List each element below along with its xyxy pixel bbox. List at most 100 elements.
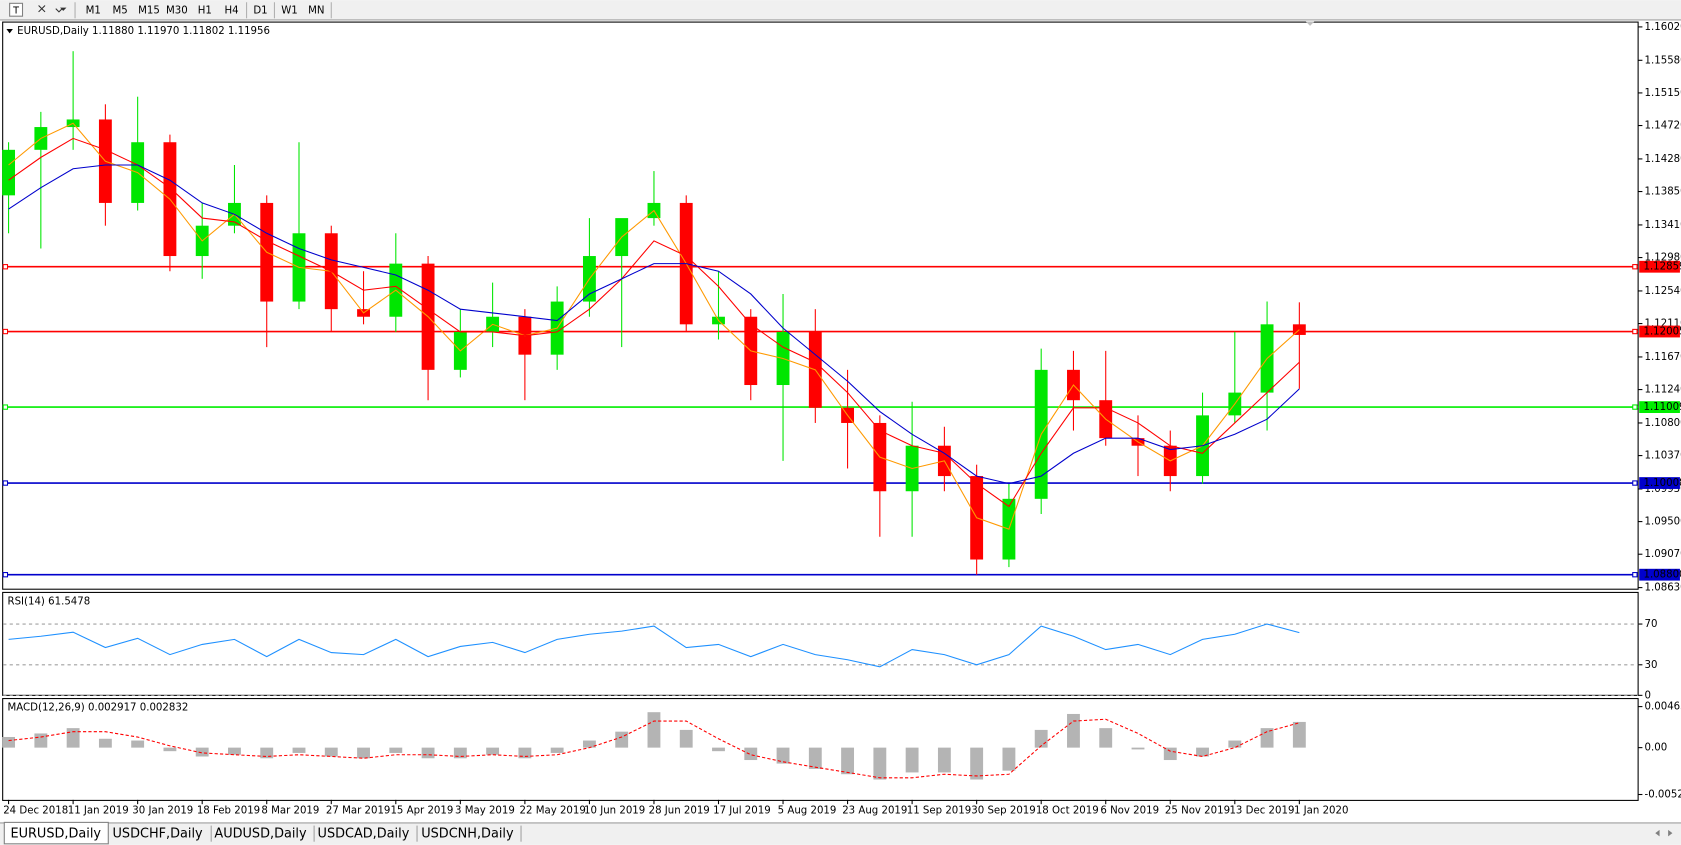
macd-histogram-bar [744,747,758,761]
toolbar [0,0,1681,21]
candle-body [1292,324,1306,335]
y-tick-label: 1.11670 [1645,352,1681,363]
symbol-tab[interactable]: USDCAD,Daily [318,827,410,842]
level-price-label: 1.10008 [1643,478,1681,489]
title-arrow [6,29,13,34]
macd-histogram-bar [582,740,596,748]
macd-histogram-bar [1163,747,1177,761]
plots: EURUSD,Daily 1.11880 1.11970 1.11802 1.1… [2,22,1681,817]
moving-average [8,122,1300,530]
y-tick-label: 1.13850 [1645,187,1681,198]
timeframe-button[interactable]: W1 [281,5,298,16]
level-handle[interactable] [2,480,9,486]
timeframe-button[interactable]: H4 [225,5,239,16]
level-handle[interactable] [1632,572,1638,578]
timeframe-button[interactable]: M30 [166,5,188,16]
macd-histogram-bar [260,747,274,759]
text-tool-icon: T [12,5,19,16]
level-handle[interactable] [1632,480,1638,486]
level-handle[interactable] [1632,328,1638,335]
timeframe-button[interactable]: D1 [253,5,267,16]
indicator-title: RSI(14) 61.5478 [8,597,91,608]
x-tick-label: 27 Mar 2019 [326,806,391,817]
macd-histogram-bar [518,747,532,759]
macd-histogram-bar [841,747,855,775]
level-price-box [1639,477,1680,489]
timeframe-button[interactable]: M1 [86,5,101,16]
level-handle[interactable] [2,404,9,410]
macd-histogram-bar [228,747,241,755]
y-tick-label: 1.12110 [1645,319,1681,330]
y-tick-label: 70 [1645,619,1658,630]
macd-histogram-bar [66,728,80,748]
macd-histogram-bar [131,740,145,748]
level-handle[interactable] [2,572,9,578]
level-price-label: 1.11009 [1643,402,1681,413]
macd-histogram-bar [421,747,435,759]
tab-bar [0,822,1681,845]
y-tick-label: 1.12980 [1645,253,1681,264]
level-handle[interactable] [1632,404,1638,410]
macd-histogram-bar [679,729,693,748]
macd-histogram-bar [970,747,984,780]
level-handle[interactable] [2,328,9,335]
macd-histogram-bar [1067,713,1080,748]
y-tick-label: 0.00 [1645,743,1668,754]
macd-histogram-bar [1131,747,1145,750]
y-tick-label: 1.10370 [1645,451,1681,462]
macd-histogram-bar [1260,728,1274,748]
timeframe-buttons: M1 M5 M15 M30 H1 H4 D1 W1 MN [86,5,325,16]
x-tick-label: 11 Sep 2019 [907,806,971,817]
symbol-tab[interactable]: AUDUSD,Daily [214,827,307,842]
y-tick-label: 1.13410 [1645,220,1681,231]
macd-histogram-bar [937,747,951,773]
shapes-tool[interactable] [38,5,63,13]
macd-histogram-bar [1002,747,1016,771]
macd-histogram-bar [776,747,790,764]
active-tab[interactable] [3,821,109,845]
tab-scroll[interactable] [1655,829,1673,837]
dropdown-arrow[interactable] [60,7,67,11]
macd-histogram-bar [808,747,822,769]
y-tick-label: 0.00463 [1645,702,1681,713]
y-tick-label: 1.09930 [1645,484,1681,495]
macd-histogram-bar [195,747,209,757]
timeframe-button[interactable]: MN [308,5,324,16]
y-tick-label: 0 [1645,690,1651,701]
macd-histogram-bar [292,747,306,753]
macd-signal-line [8,718,1300,779]
chart-title: EURUSD,Daily 1.11880 1.11970 1.11802 1.1… [17,26,270,37]
symbol-tab[interactable]: EURUSD,Daily [10,827,101,842]
macd-histogram-bar [1228,740,1242,748]
timeframe-button[interactable]: H1 [198,5,212,16]
macd-histogram-bar [712,747,725,752]
y-tick-label: 1.16020 [1645,22,1681,33]
x-tick-label: 15 Apr 2019 [390,806,453,817]
y-tick-label: 1.12540 [1645,286,1681,297]
macd-histogram-bar [1196,747,1209,757]
macd-histogram-bar [647,712,661,748]
symbol-tab[interactable]: USDCNH,Daily [421,827,514,842]
symbol-tab[interactable]: USDCHF,Daily [113,827,204,842]
level-handle[interactable] [1632,264,1638,270]
level-price-label: 1.08800 [1643,570,1681,581]
x-tick-label: 22 May 2019 [520,806,586,817]
level-handle[interactable] [2,264,9,270]
x-tick-label: 10 Jun 2019 [584,806,645,817]
x-tick-label: 24 Dec 2018 [3,806,68,817]
x-tick-label: 3 May 2019 [455,806,515,817]
timeframe-button[interactable]: M15 [138,5,160,16]
x-tick-label: 30 Sep 2019 [971,806,1035,817]
indicator-title: MACD(12,26,9) 0.002917 0.002832 [8,703,189,714]
timeframe-button[interactable]: M5 [112,5,127,16]
macd-histogram-bar [1292,721,1306,748]
moving-average [8,164,1300,485]
macd-histogram-bar [905,747,919,773]
level-price-box [1639,325,1680,338]
level-price-box [1639,401,1680,413]
x-tick-label: 13 Dec 2019 [1229,806,1294,817]
text-tool[interactable] [9,2,24,17]
macd-histogram-bar [615,731,629,748]
